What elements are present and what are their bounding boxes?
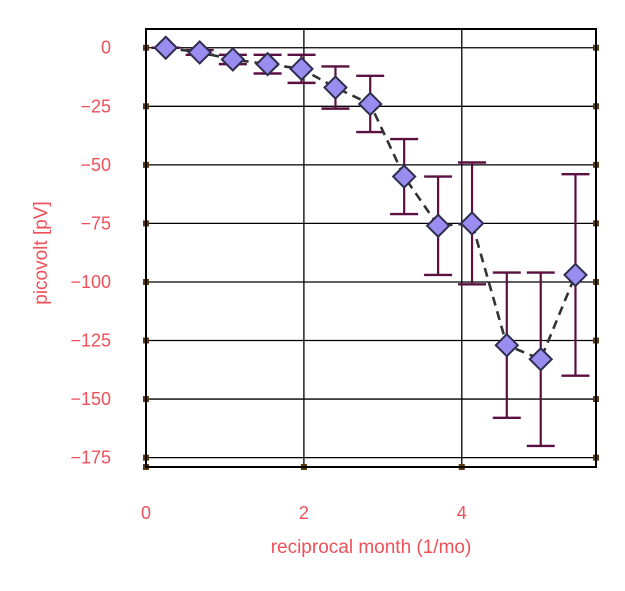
data-point: [563, 262, 588, 288]
y-tick-label: −150: [70, 389, 111, 409]
data-point: [187, 40, 213, 65]
y-tick-label: −125: [70, 331, 111, 351]
data-point: [528, 346, 554, 372]
y-tick-label: 0: [101, 38, 111, 58]
data-points: [153, 35, 588, 372]
data-point: [391, 164, 417, 189]
data-point: [494, 332, 520, 358]
data-point: [425, 213, 451, 239]
data-point: [255, 51, 280, 77]
y-tick-label: −75: [80, 213, 111, 233]
data-point: [153, 35, 179, 61]
y-tick-label: −175: [70, 448, 111, 468]
x-tick-label: 4: [457, 503, 467, 523]
x-tick-label: 0: [141, 503, 151, 523]
y-axis-label: picovolt [pV]: [31, 201, 52, 305]
tick-labels: 0 2 4 0 −25 −50 −75 −100 −125 −150 −175: [70, 38, 466, 523]
data-point: [459, 210, 485, 236]
x-tick-label: 2: [299, 503, 309, 523]
data-point: [323, 75, 348, 100]
plot-frame: [145, 28, 597, 468]
y-tick-label: −50: [80, 155, 111, 175]
data-point: [220, 47, 246, 72]
y-tick-label: −25: [80, 96, 111, 116]
y-tick-label: −100: [70, 272, 111, 292]
data-point: [289, 56, 314, 82]
x-axis-label: reciprocal month (1/mo): [271, 537, 472, 558]
data-point: [357, 91, 383, 117]
